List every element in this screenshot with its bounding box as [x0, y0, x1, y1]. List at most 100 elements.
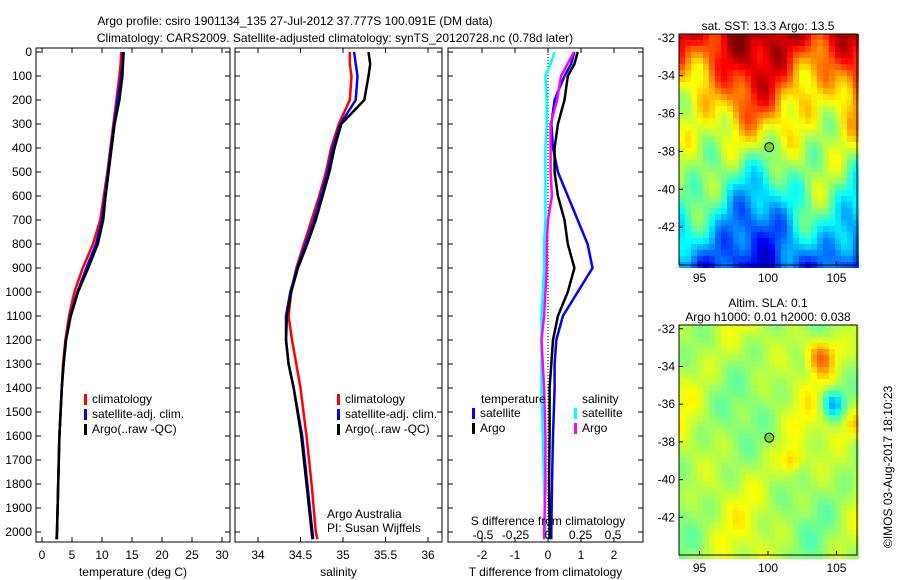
- map-cell: [727, 355, 733, 361]
- map-cell: [751, 196, 757, 202]
- map-cell: [691, 379, 697, 385]
- map-cell: [787, 337, 793, 343]
- map-cell: [727, 130, 733, 136]
- map-cell: [781, 523, 787, 529]
- map-cell: [679, 202, 685, 208]
- map-cell: [769, 379, 775, 385]
- map-cell: [697, 190, 703, 196]
- map-cell: [697, 421, 703, 427]
- map-cell: [811, 445, 817, 451]
- map-cell: [697, 76, 703, 82]
- map-cell: [721, 511, 727, 517]
- map-cell: [829, 457, 835, 463]
- map-cell: [799, 397, 805, 403]
- map-cell: [847, 220, 853, 226]
- map-cell: [847, 184, 853, 190]
- map-cell: [817, 40, 823, 46]
- map-cell: [715, 535, 721, 541]
- map-cell: [757, 64, 763, 70]
- map-cell: [691, 136, 697, 142]
- map-cell: [853, 106, 859, 112]
- map-cell: [793, 112, 799, 118]
- map-cell: [763, 379, 769, 385]
- map-cell: [823, 220, 829, 226]
- map-cell: [769, 172, 775, 178]
- map-cell: [823, 130, 829, 136]
- map-cell: [739, 421, 745, 427]
- map-cell: [709, 190, 715, 196]
- map-cell: [763, 94, 769, 100]
- map-cell: [787, 112, 793, 118]
- map-cell: [775, 445, 781, 451]
- y-tick-label: 1000: [5, 285, 32, 299]
- map-cell: [721, 172, 727, 178]
- map-cell: [727, 244, 733, 250]
- map-cell: [811, 130, 817, 136]
- map-cell: [835, 367, 841, 373]
- map-cell: [823, 409, 829, 415]
- map-cell: [685, 517, 691, 523]
- map-cell: [817, 343, 823, 349]
- map-cell: [715, 76, 721, 82]
- map-cell: [685, 46, 691, 52]
- map-cell: [721, 373, 727, 379]
- map-cell: [793, 232, 799, 238]
- map-cell: [811, 94, 817, 100]
- map-cell: [697, 118, 703, 124]
- map-cell: [829, 82, 835, 88]
- map-cell: [697, 238, 703, 244]
- map-cell: [763, 190, 769, 196]
- map-cell: [763, 148, 769, 154]
- map-cell: [823, 184, 829, 190]
- map-cell: [805, 373, 811, 379]
- map-cell: [703, 403, 709, 409]
- map-cell: [775, 421, 781, 427]
- copyright-label: ©IMOS 03-Aug-2017 18:10:23: [881, 385, 895, 548]
- map-cell: [733, 82, 739, 88]
- map-cell: [757, 421, 763, 427]
- map-cell: [739, 361, 745, 367]
- map-cell: [727, 421, 733, 427]
- map-cell: [709, 142, 715, 148]
- map-cell: [799, 439, 805, 445]
- map-cell: [823, 385, 829, 391]
- map-cell: [739, 481, 745, 487]
- map-cell: [853, 94, 859, 100]
- map-cell: [745, 82, 751, 88]
- map-cell: [679, 130, 685, 136]
- map-cell: [781, 427, 787, 433]
- map-cell: [703, 166, 709, 172]
- map-cell: [769, 529, 775, 535]
- map-cell: [745, 487, 751, 493]
- map-cell: [727, 160, 733, 166]
- map-cell: [841, 34, 847, 40]
- map-cell: [757, 331, 763, 337]
- map-cell: [775, 409, 781, 415]
- map-cell: [739, 238, 745, 244]
- map-cell: [757, 541, 763, 547]
- map-cell: [853, 70, 859, 76]
- map-cell: [757, 457, 763, 463]
- map-cell: [847, 52, 853, 58]
- map-cell: [823, 178, 829, 184]
- map-cell: [829, 256, 835, 262]
- map-cell: [727, 172, 733, 178]
- salinity-panel: 34 34.5 35 35.5 36salinityclimatologysatelli…: [234, 47, 443, 579]
- map-cell: [775, 148, 781, 154]
- map-cell: [715, 214, 721, 220]
- map-cell: [787, 517, 793, 523]
- map-cell: [685, 70, 691, 76]
- map-cell: [763, 325, 769, 331]
- map-cell: [733, 373, 739, 379]
- map-cell: [685, 445, 691, 451]
- map-cell: [793, 220, 799, 226]
- map-cell: [685, 166, 691, 172]
- map-cell: [775, 142, 781, 148]
- map-cell: [685, 244, 691, 250]
- map-cell: [775, 535, 781, 541]
- map-cell: [733, 52, 739, 58]
- map-cell: [697, 385, 703, 391]
- map-cell: [835, 154, 841, 160]
- map-cell: [847, 463, 853, 469]
- map-cell: [739, 439, 745, 445]
